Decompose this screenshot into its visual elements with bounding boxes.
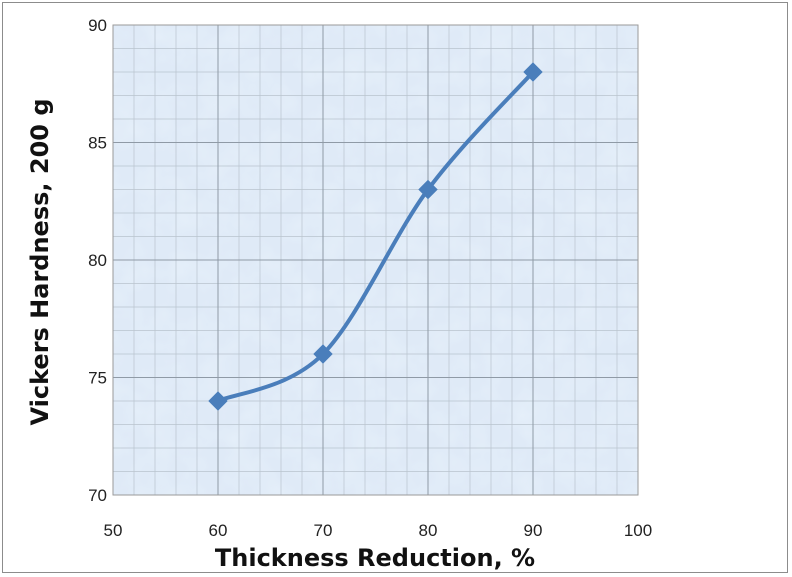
y-tick-label: 90 — [88, 16, 107, 35]
x-tick-label: 60 — [209, 521, 228, 540]
x-tick-label: 80 — [419, 521, 438, 540]
x-tick-label: 50 — [104, 521, 123, 540]
y-tick-label: 80 — [88, 251, 107, 270]
y-axis: 70 75 80 85 90 — [88, 16, 107, 505]
y-tick-label: 85 — [88, 134, 107, 153]
y-tick-label: 70 — [88, 486, 107, 505]
data-point-marker — [523, 62, 543, 82]
x-tick-label: 70 — [314, 521, 333, 540]
data-point-marker — [313, 344, 333, 364]
x-tick-label: 90 — [524, 521, 543, 540]
y-axis-title: Vickers Hardness, 200 g — [26, 98, 54, 425]
plot-border — [112, 24, 639, 496]
plot-area — [112, 24, 639, 496]
data-point-marker — [418, 179, 438, 200]
data-point-marker — [208, 391, 228, 411]
x-tick-label: 100 — [624, 521, 652, 540]
series-layer — [208, 62, 543, 411]
x-axis-title: Thickness Reduction, % — [215, 544, 535, 572]
y-tick-label: 75 — [88, 369, 107, 388]
x-axis: 50 60 70 80 90 100 — [104, 521, 653, 540]
series-line — [216, 70, 535, 403]
